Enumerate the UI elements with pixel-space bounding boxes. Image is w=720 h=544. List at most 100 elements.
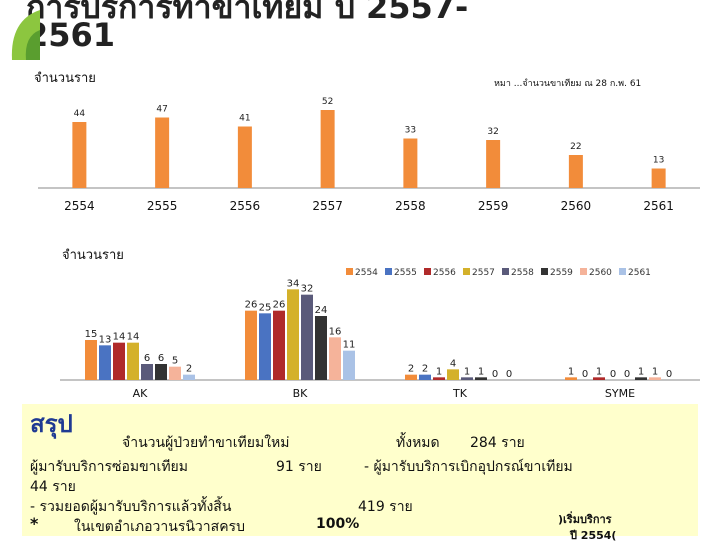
data-label-SYME-2559: 1 [638,366,644,377]
data-label-AK-2555: 13 [99,334,112,345]
bar-AK-2556 [113,342,125,380]
legend-label-2559: 2559 [550,268,573,278]
data-label-AK-2560: 5 [172,356,178,367]
summary-box: สรุป จำนวนผู้ป่วยทำขาเทียมใหม่ ทั้งหมด 2… [22,404,698,542]
legend-label-2555: 2555 [394,268,417,278]
tick-label-SYME: SYME [605,387,635,400]
bar-SYME-2560 [649,377,661,380]
bar-2560 [568,155,583,188]
data-label-AK-2556: 14 [113,332,126,343]
tick-label-2559: 2559 [478,199,509,213]
legend-swatch-2556 [424,268,431,275]
data-label-AK-2559: 6 [158,353,164,364]
summary-total-label: ทั้งหมด [396,435,440,451]
tick-label-BK: BK [293,387,309,400]
summary-coverage-value: 100% [316,516,360,532]
data-label-AK-2561: 2 [186,364,192,375]
summary-total-value: 284 ราย [470,435,525,451]
data-label-2555: 47 [156,105,167,115]
bar-AK-2554 [85,340,97,380]
tick-label-2560: 2560 [561,199,592,213]
legend-label-2560: 2560 [589,268,612,278]
chart-annotation: หมา ...จำนวนขาเทียม ณ 28 ก.พ. 61 [494,78,641,89]
legend-swatch-2554 [346,268,353,275]
data-label-BK-2557: 34 [287,278,300,289]
bar-BK-2554 [245,310,257,380]
summary-note-1: )เริ่มบริการ [558,513,612,526]
tick-label-2558: 2558 [395,199,426,213]
bar-2554 [72,122,87,188]
summary-repair-value: 91 ราย [276,459,322,475]
tick-label-2561: 2561 [643,199,674,213]
legend-swatch-2561 [619,268,626,275]
page-title-line2: 2561 [26,16,116,54]
data-label-2559: 32 [487,127,498,137]
page-title-line1: การบริการทำขาเทียม ปี 2557- [26,0,469,26]
data-label-BK-2556: 26 [273,300,286,311]
data-label-AK-2558: 6 [144,353,150,364]
data-label-TK-2556: 1 [436,366,442,377]
legend-swatch-2560 [580,268,587,275]
legend-swatch-2558 [502,268,509,275]
legend-label-2556: 2556 [433,268,456,278]
bar-BK-2559 [315,316,327,380]
data-label-TK-2560: 0 [492,369,498,380]
bar-2561 [651,168,666,188]
bar-BK-2556 [273,310,285,380]
bar-AK-2561 [183,374,195,380]
bar-AK-2557 [127,342,139,380]
summary-grand-total: - รวมยอดผู้มารับบริการแล้วทั้งสิ้น [30,499,232,515]
data-label-SYME-2557: 0 [610,369,616,380]
bar-2556 [237,126,252,188]
data-label-SYME-2561: 0 [666,369,672,380]
data-label-AK-2554: 15 [85,329,98,340]
data-label-2561: 13 [653,156,664,166]
bar-TK-2558 [461,377,473,380]
legend-label-2558: 2558 [511,268,534,278]
chart-yearly-total: จำนวนราย หมา ...จำนวนขาเทียม ณ 28 ก.พ. 61… [34,71,700,213]
tick-label-2554: 2554 [64,199,95,213]
bar-SYME-2556 [593,377,605,380]
bar-AK-2560 [169,366,181,380]
data-label-2558: 33 [405,126,416,136]
summary-equipment-value: 44 ราย [30,479,76,495]
data-label-SYME-2556: 1 [596,366,602,377]
bar-AK-2555 [99,345,111,380]
data-label-AK-2557: 14 [127,332,140,343]
bar-BK-2558 [301,294,313,380]
data-label-BK-2555: 25 [259,302,272,313]
bar-TK-2557 [447,369,459,380]
data-label-TK-2561: 0 [506,369,512,380]
data-label-SYME-2555: 0 [582,369,588,380]
tick-label-TK: TK [452,387,468,400]
bar-TK-2559 [475,377,487,380]
bar-2555 [155,117,170,188]
data-label-SYME-2560: 1 [652,366,658,377]
data-label-2556: 41 [239,114,250,124]
bar-BK-2557 [287,289,299,380]
tick-label-AK: AK [133,387,149,400]
data-label-TK-2558: 1 [464,366,470,377]
data-label-BK-2554: 26 [245,300,258,311]
summary-equipment: - ผู้มารับบริการเบิกอุปกรณ์ขาเทียม [364,459,573,475]
y-axis-label-2: จำนวนราย [62,248,124,263]
summary-asterisk: * [30,514,39,533]
legend-label-2557: 2557 [472,268,495,278]
data-label-TK-2557: 4 [450,358,456,369]
bar-2558 [403,138,418,188]
legend-label-2554: 2554 [355,268,378,278]
summary-label: สรุป [30,410,73,438]
legend-label-2561: 2561 [628,268,651,278]
summary-grand-total-value: 419 ราย [358,499,413,515]
y-axis-label: จำนวนราย [34,71,96,86]
leaf-decoration-icon [11,10,40,60]
bar-BK-2560 [329,337,341,380]
bar-TK-2555 [419,374,431,380]
bar-TK-2556 [433,377,445,380]
data-label-BK-2559: 24 [315,305,328,316]
bar-TK-2554 [405,374,417,380]
bar-SYME-2554 [565,377,577,380]
data-label-BK-2560: 16 [329,326,342,337]
data-label-2554: 44 [74,109,86,119]
